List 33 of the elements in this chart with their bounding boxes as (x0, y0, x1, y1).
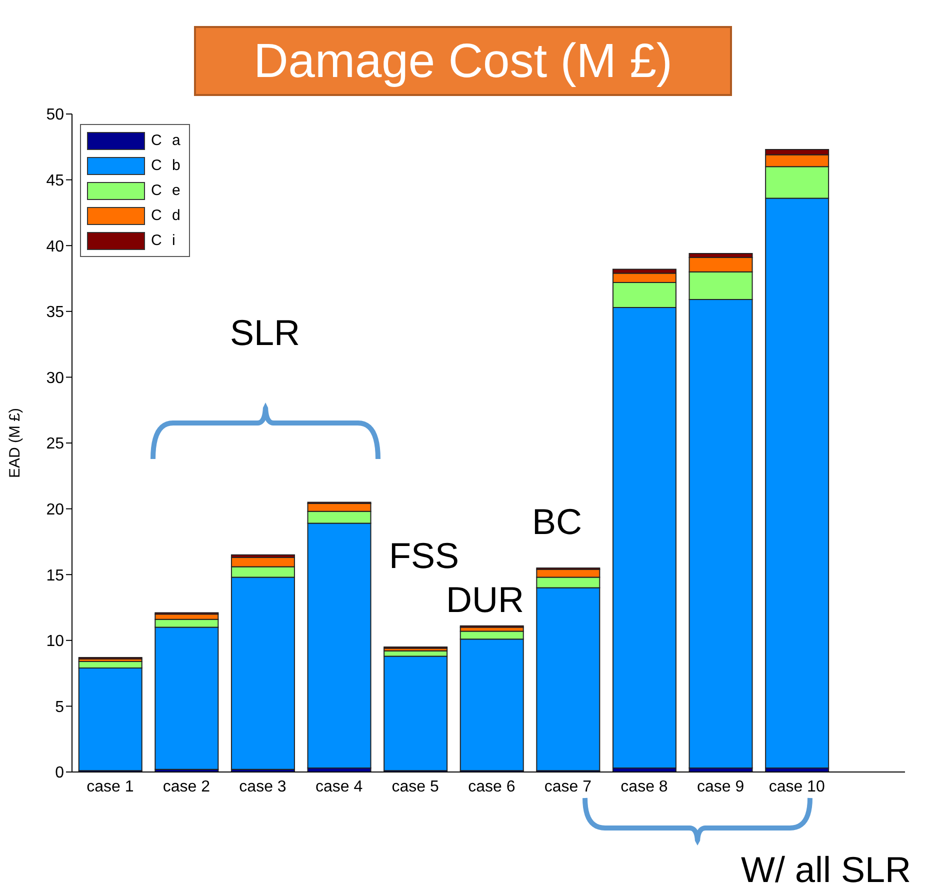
y-tick-label: 20 (46, 501, 64, 518)
x-tick-label: case 2 (162, 778, 210, 796)
y-tick-label: 0 (55, 764, 64, 782)
annotation: BC (532, 501, 582, 542)
y-tick-label: 40 (46, 238, 64, 256)
chart-title: Damage Cost (M £) (194, 26, 732, 96)
x-tick-label: case 5 (392, 778, 440, 796)
annotation: SLR (230, 312, 300, 353)
legend-label: C i (151, 232, 178, 249)
x-tick-label: case 1 (86, 778, 134, 796)
y-tick-label: 30 (46, 370, 64, 387)
annotation: FSS (388, 535, 460, 576)
x-tick-label: case 9 (696, 778, 744, 796)
x-tick-label: case 7 (544, 778, 592, 796)
annotation: DUR (446, 579, 524, 620)
x-tick-label: case 8 (620, 778, 668, 796)
y-tick-label: 45 (46, 172, 64, 190)
text: W/ all SLR (740, 849, 912, 890)
y-tick-label: 10 (46, 633, 64, 650)
y-tick-label: 5 (55, 698, 64, 716)
y-tick-label: 25 (46, 436, 64, 453)
legend-label: C e (151, 182, 184, 199)
legend-label: C b (151, 157, 184, 174)
legend-label: C d (151, 207, 184, 224)
y-tick-label: 35 (46, 304, 64, 322)
x-tick-label: case 4 (315, 778, 363, 796)
y-axis-title: EAD (M £) (6, 408, 24, 478)
legend-label: C a (151, 132, 184, 149)
y-tick-label: 15 (46, 567, 64, 584)
x-tick-label: case 6 (468, 778, 516, 796)
x-tick-label: case 3 (239, 778, 286, 796)
x-tick-label: case 10 (768, 778, 825, 796)
y-tick-label: 50 (46, 106, 64, 124)
